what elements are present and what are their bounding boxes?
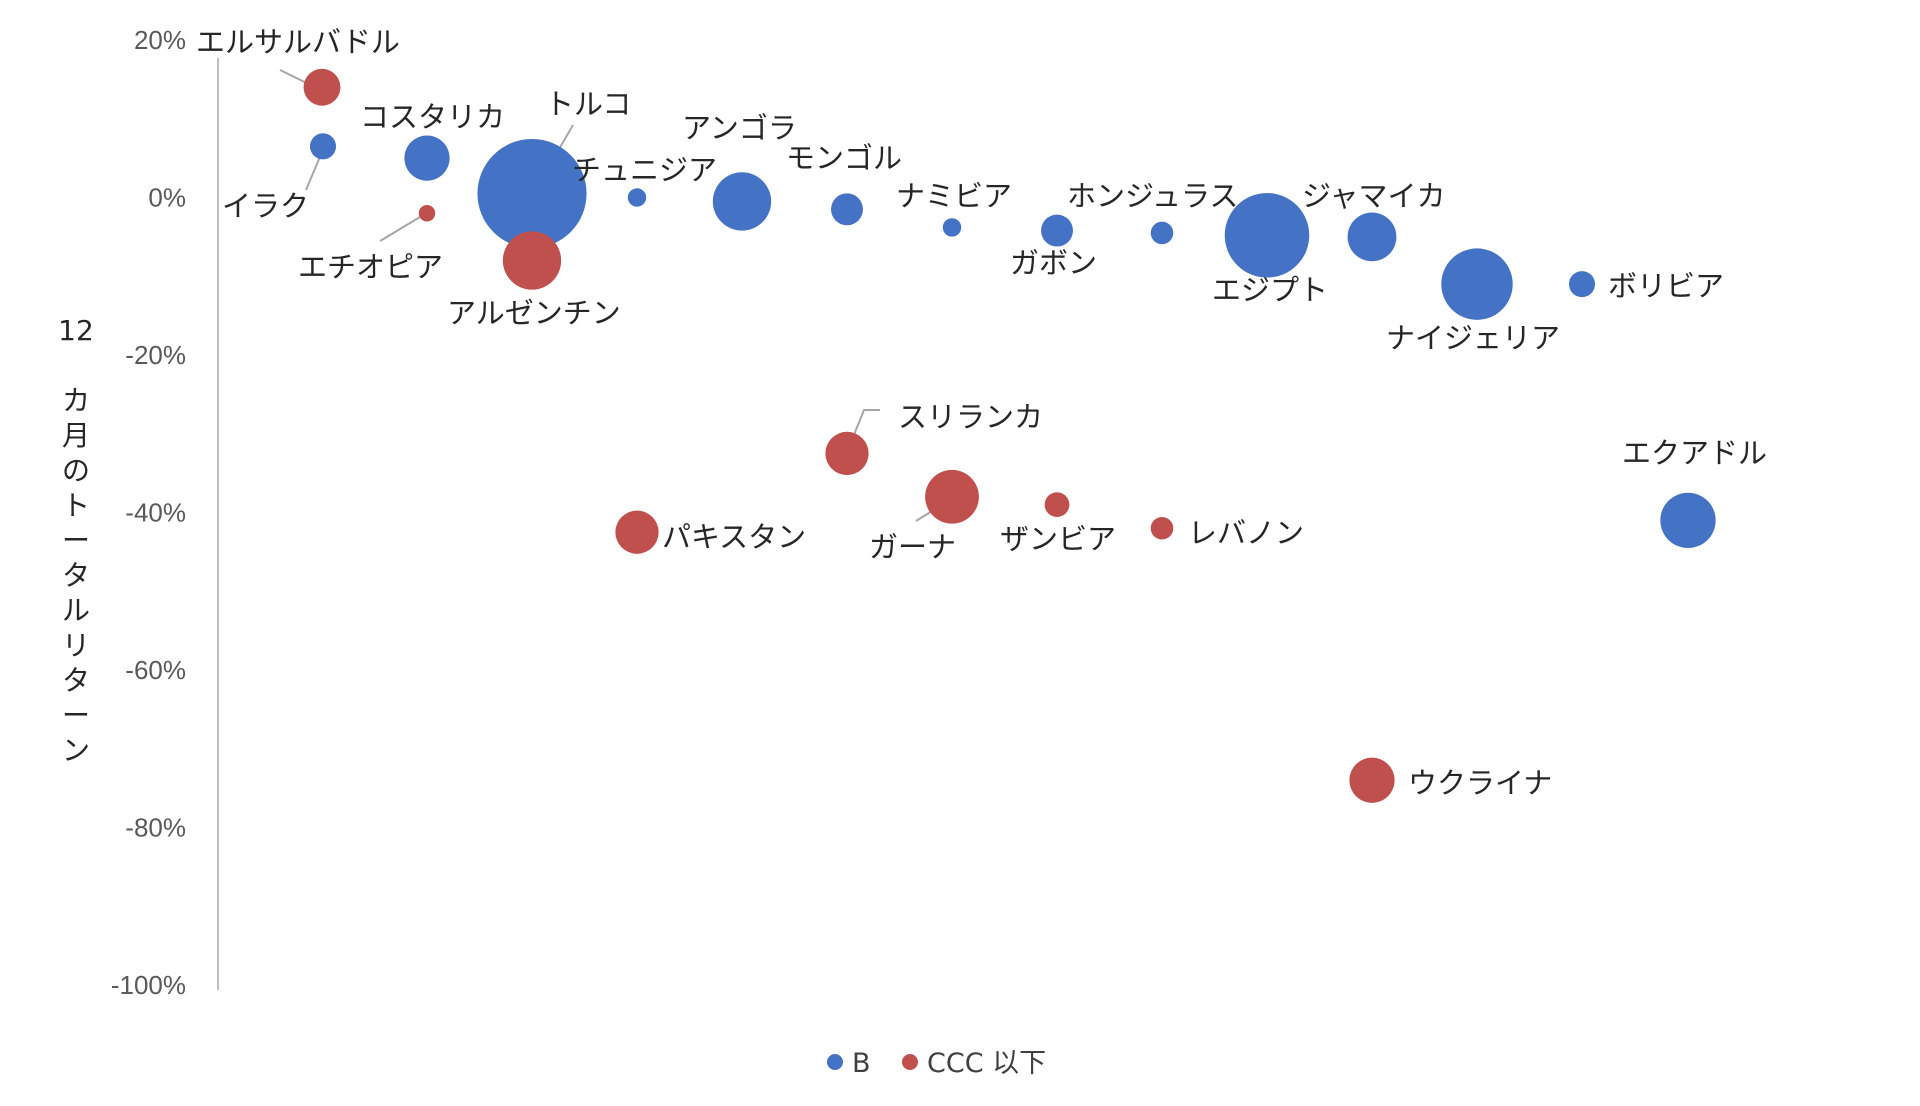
y-axis-label-char: ー <box>62 699 90 732</box>
legend-marker <box>902 1054 918 1070</box>
y-tick-label: -40% <box>125 498 186 528</box>
y-tick-label: 20% <box>134 25 186 55</box>
point-label: ウクライナ <box>1408 766 1552 800</box>
point-label: パキスタン <box>662 520 806 554</box>
y-axis-label-char: ト <box>62 489 90 522</box>
point-label: エクアドル <box>1622 436 1767 470</box>
bubble-b <box>1568 271 1596 298</box>
point-label: コスタリカ <box>360 100 505 134</box>
y-tick-label: -20% <box>125 340 186 370</box>
bubble-ccc <box>1349 757 1395 803</box>
bubble-b <box>1441 248 1513 320</box>
point-label: チュニジア <box>572 153 717 187</box>
bubble-b <box>1660 492 1716 549</box>
bubbles <box>303 68 1716 803</box>
bubble-ccc <box>825 431 869 476</box>
point-label: ホンジュラス <box>1067 179 1238 213</box>
point-label: ボリビア <box>1608 269 1724 303</box>
y-axis-ticks: 20% 0% -20% -40% -60% -80% -100% <box>111 25 186 1000</box>
y-axis-label-char: の <box>62 454 90 487</box>
y-tick-label: -80% <box>125 813 186 843</box>
point-label: エチオピア <box>298 250 443 284</box>
bubble-ccc <box>1150 516 1174 540</box>
legend-marker <box>827 1054 843 1070</box>
point-label: エジプト <box>1212 273 1328 307</box>
bubble-b <box>1041 214 1073 247</box>
y-tick-label: 0% <box>148 183 186 213</box>
bubble-b <box>1224 193 1310 278</box>
y-axis-label-char: カ <box>62 384 90 417</box>
point-label: ナイジェリア <box>1386 321 1560 355</box>
point-label: アルゼンチン <box>447 296 621 330</box>
y-axis-label-char: タ <box>62 559 90 592</box>
legend-label: CCC 以下 <box>927 1048 1046 1079</box>
bubble-b <box>1347 212 1397 262</box>
bubble-ccc <box>1044 492 1070 517</box>
point-label: レバノン <box>1188 516 1304 550</box>
point-label: エルサルバドル <box>196 25 400 59</box>
y-tick-label: -60% <box>125 655 186 685</box>
bubble-ccc <box>303 68 341 106</box>
bubble-ccc <box>418 205 436 222</box>
y-axis-label-char: 12 <box>58 314 94 347</box>
leader-line <box>379 216 421 242</box>
bubble-b <box>477 139 587 249</box>
point-label: ナミビア <box>896 179 1012 213</box>
bubble-b <box>627 188 647 207</box>
y-tick-label: -100% <box>111 970 186 1000</box>
point-label: ガボン <box>1010 246 1097 280</box>
y-axis-label-char: ン <box>62 734 90 767</box>
bubble-b <box>831 193 863 226</box>
legend: B CCC 以下 <box>827 1048 1046 1079</box>
point-label: ジャマイカ <box>1302 179 1446 213</box>
point-label: モンゴル <box>786 141 902 175</box>
point-label: スリランカ <box>898 400 1043 434</box>
y-axis-label-char: ー <box>62 524 90 557</box>
legend-label: B <box>852 1048 871 1079</box>
y-axis-label-char: タ <box>62 664 90 697</box>
bubble-b <box>309 133 337 160</box>
bubble-ccc <box>925 469 979 524</box>
bubble-b <box>712 172 772 231</box>
y-axis-label-char: 月 <box>62 419 90 452</box>
y-axis-label-char: ル <box>62 594 90 627</box>
bubble-ccc <box>615 510 659 554</box>
bubble-b <box>1150 221 1174 245</box>
point-label: イラク <box>222 189 309 223</box>
point-label: ザンビア <box>1000 522 1116 556</box>
y-axis-label-char: リ <box>62 629 90 662</box>
bubble-b <box>404 135 450 181</box>
point-label: アンゴラ <box>682 111 797 145</box>
point-label: ガーナ <box>869 530 956 564</box>
point-label: トルコ <box>545 87 631 121</box>
bubble-b <box>942 218 962 237</box>
bubble-ccc <box>502 231 562 290</box>
